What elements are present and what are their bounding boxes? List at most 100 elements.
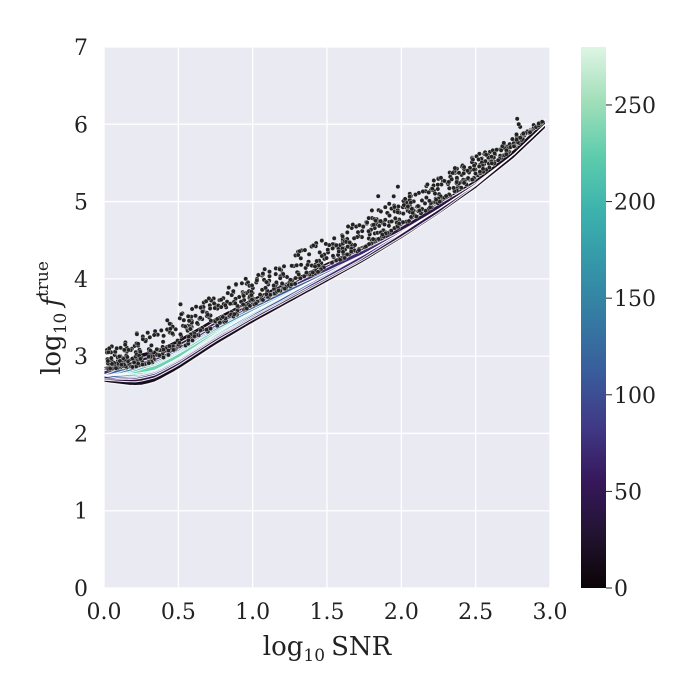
scatter-point <box>292 281 298 287</box>
scatter-point <box>244 306 250 311</box>
scatter-point <box>340 233 345 239</box>
axis-ticks: 0.0 0.5 1.0 1.5 2.0 2.5 3.0 0 1 2 3 4 5 6 7 <box>74 36 568 625</box>
scatter-point <box>230 288 236 294</box>
scatter-point <box>305 262 310 268</box>
scatter-point <box>477 169 483 175</box>
scatter-point <box>178 331 183 337</box>
y-tick-label: 5 <box>74 191 88 216</box>
scatter-point <box>520 131 526 136</box>
scatter-point <box>392 215 398 221</box>
scatter-point <box>276 288 281 293</box>
scatter-point <box>408 200 414 205</box>
scatter-point <box>295 252 301 258</box>
scatter-point <box>514 116 520 122</box>
scatter-point <box>186 318 192 324</box>
scatter-point <box>370 236 376 242</box>
scatter-point <box>260 297 266 303</box>
scatter-point <box>146 360 152 366</box>
scatter-point <box>503 151 509 157</box>
scatter-point <box>211 301 217 306</box>
scatter-point <box>156 352 162 358</box>
x-axis-label: log10 SNR <box>263 632 393 666</box>
scatter-point <box>454 175 460 181</box>
scatter-point <box>126 347 131 353</box>
scatter-point <box>263 291 269 297</box>
scatter-point <box>461 180 467 186</box>
scatter-point <box>527 129 533 135</box>
scatter-point <box>345 224 351 229</box>
scatter-point <box>514 137 519 143</box>
scatter-point <box>312 264 318 269</box>
scatter-point <box>317 250 323 255</box>
scatter-point <box>119 362 124 368</box>
scatter-point <box>386 201 392 207</box>
scatter-point <box>208 326 213 331</box>
y-tick-label: 0 <box>74 577 88 602</box>
scatter-point <box>443 193 449 199</box>
scatter-point <box>310 270 316 275</box>
scatter-point <box>161 347 166 352</box>
scatter-point <box>395 209 401 215</box>
scatter-point <box>344 230 350 235</box>
scatter-point <box>248 292 254 298</box>
scatter-point <box>182 324 188 329</box>
scatter-point <box>433 197 439 203</box>
scatter-point <box>267 269 272 275</box>
scatter-point <box>435 182 441 188</box>
scatter-point <box>273 271 279 277</box>
scatter-point <box>476 164 482 169</box>
scatter-point <box>319 253 325 259</box>
x-tick-label: 1.0 <box>235 600 270 625</box>
scatter-point <box>352 242 358 248</box>
scatter-point <box>173 326 179 332</box>
scatter-point <box>105 349 111 355</box>
data-layer <box>104 116 547 387</box>
scatter-point <box>382 222 387 227</box>
scatter-point <box>480 166 486 172</box>
y-tick-label: 2 <box>74 422 88 447</box>
scatter-point <box>214 316 220 322</box>
scatter-point <box>281 263 287 269</box>
scatter-point <box>177 340 182 346</box>
scatter-point <box>427 198 432 204</box>
scatter-point <box>260 271 266 276</box>
scatter-point <box>494 147 500 153</box>
scatter-point <box>437 199 443 205</box>
scatter-point <box>415 203 421 209</box>
scatter-point <box>233 281 239 287</box>
x-tick-label: 1.5 <box>310 600 345 625</box>
scatter-point <box>429 186 435 192</box>
scatter-point <box>204 327 209 332</box>
scatter-point <box>324 255 329 261</box>
scatter-point <box>271 283 277 288</box>
scatter-point <box>489 154 494 160</box>
scatter-point <box>193 304 199 310</box>
scatter-point <box>446 185 452 191</box>
scatter-point <box>151 332 157 338</box>
x-tick-label: 0.5 <box>161 600 196 625</box>
scatter-point <box>289 263 295 269</box>
scatter-point <box>514 132 519 137</box>
scatter-point <box>140 362 145 367</box>
scatter-point <box>171 347 176 353</box>
scatter-point <box>345 244 351 250</box>
scatter-point <box>342 255 348 261</box>
y-tick-label: 3 <box>74 345 88 370</box>
scatter-point <box>366 241 372 247</box>
scatter-point <box>206 296 212 301</box>
scatter-point <box>145 330 151 336</box>
scatter-point <box>425 182 430 187</box>
scatter-point <box>483 152 489 158</box>
scatter-point <box>267 292 273 298</box>
scatter-point <box>225 290 231 296</box>
scatter-point <box>452 165 458 171</box>
scatter-point <box>347 240 353 245</box>
scatter-point <box>396 221 402 226</box>
scatter-point <box>458 185 464 191</box>
scatter-point <box>333 242 339 248</box>
scatter-point <box>107 366 113 371</box>
scatter-point <box>304 270 309 275</box>
scatter-point <box>378 218 383 224</box>
scatter-point <box>116 354 122 359</box>
colorbar <box>581 47 606 588</box>
